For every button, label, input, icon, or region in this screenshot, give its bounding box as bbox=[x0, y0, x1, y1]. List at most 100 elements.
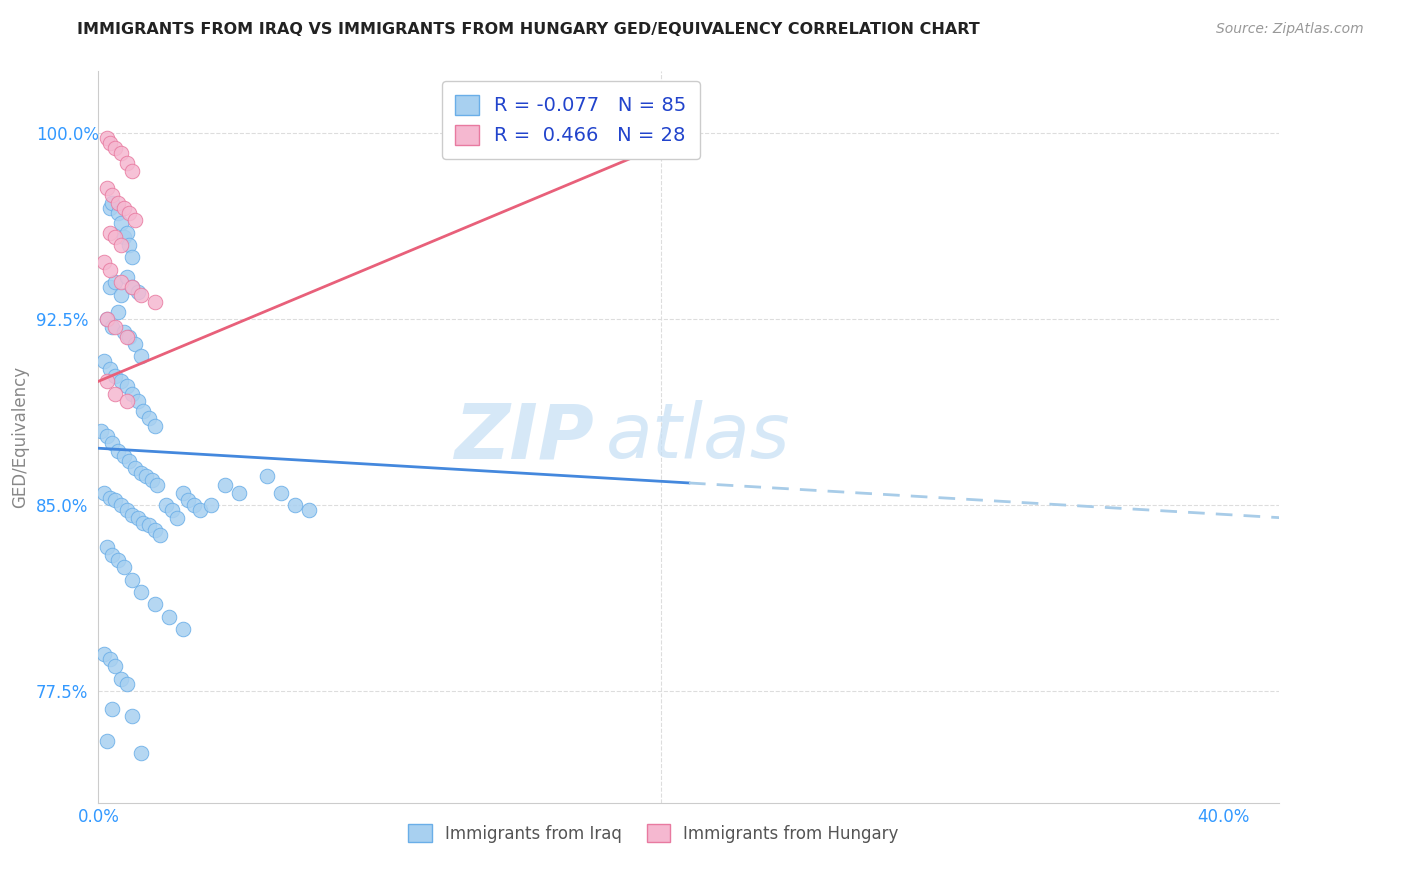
Point bbox=[98, 201, 121, 215]
Point bbox=[118, 205, 141, 219]
Point bbox=[101, 701, 124, 715]
Point bbox=[138, 518, 160, 533]
Point bbox=[270, 486, 292, 500]
Point bbox=[104, 659, 127, 673]
Point bbox=[104, 275, 127, 289]
Point bbox=[107, 553, 129, 567]
Y-axis label: GED/Equivalency: GED/Equivalency bbox=[11, 366, 30, 508]
Point bbox=[115, 503, 138, 517]
Point bbox=[112, 230, 135, 244]
Point bbox=[132, 516, 155, 530]
Point bbox=[129, 350, 152, 364]
Point bbox=[98, 262, 121, 277]
Point bbox=[110, 287, 132, 301]
Point bbox=[98, 226, 121, 240]
Point bbox=[121, 573, 143, 587]
Point bbox=[155, 498, 177, 512]
Point bbox=[177, 493, 200, 508]
Point bbox=[121, 709, 143, 723]
Legend: Immigrants from Iraq, Immigrants from Hungary: Immigrants from Iraq, Immigrants from Hu… bbox=[402, 818, 905, 849]
Point bbox=[118, 329, 141, 343]
Text: atlas: atlas bbox=[606, 401, 790, 474]
Point bbox=[115, 677, 138, 691]
Point bbox=[121, 250, 143, 264]
Point bbox=[141, 474, 163, 488]
Point bbox=[160, 503, 183, 517]
Point bbox=[149, 528, 172, 542]
Point bbox=[110, 498, 132, 512]
Point bbox=[110, 238, 132, 252]
Point bbox=[96, 131, 118, 145]
Point bbox=[146, 478, 169, 492]
Point bbox=[93, 255, 115, 269]
Point bbox=[124, 337, 146, 351]
Point bbox=[124, 461, 146, 475]
Point bbox=[127, 394, 149, 409]
Point bbox=[135, 468, 157, 483]
Point bbox=[129, 746, 152, 760]
Point bbox=[298, 503, 321, 517]
Point bbox=[124, 213, 146, 227]
Point bbox=[104, 386, 127, 401]
Point bbox=[96, 181, 118, 195]
Point bbox=[110, 216, 132, 230]
Point bbox=[104, 493, 127, 508]
Point bbox=[110, 146, 132, 161]
Point bbox=[115, 329, 138, 343]
Point bbox=[112, 449, 135, 463]
Point bbox=[107, 305, 129, 319]
Text: Source: ZipAtlas.com: Source: ZipAtlas.com bbox=[1216, 22, 1364, 37]
Point bbox=[157, 610, 180, 624]
Point bbox=[101, 188, 124, 202]
Point bbox=[112, 325, 135, 339]
Text: IMMIGRANTS FROM IRAQ VS IMMIGRANTS FROM HUNGARY GED/EQUIVALENCY CORRELATION CHAR: IMMIGRANTS FROM IRAQ VS IMMIGRANTS FROM … bbox=[77, 22, 980, 37]
Point bbox=[129, 287, 152, 301]
Point bbox=[98, 280, 121, 294]
Point bbox=[112, 560, 135, 574]
Point bbox=[96, 312, 118, 326]
Point bbox=[96, 374, 118, 388]
Point bbox=[104, 141, 127, 155]
Point bbox=[107, 205, 129, 219]
Point bbox=[96, 429, 118, 443]
Point bbox=[121, 508, 143, 523]
Point bbox=[284, 498, 307, 512]
Point bbox=[104, 319, 127, 334]
Point bbox=[112, 201, 135, 215]
Point bbox=[138, 411, 160, 425]
Point bbox=[101, 548, 124, 562]
Point bbox=[256, 468, 278, 483]
Point bbox=[129, 585, 152, 599]
Text: ZIP: ZIP bbox=[454, 401, 595, 474]
Point bbox=[115, 270, 138, 285]
Point bbox=[166, 510, 188, 524]
Point bbox=[101, 436, 124, 450]
Point bbox=[110, 672, 132, 686]
Point bbox=[127, 285, 149, 299]
Point bbox=[101, 195, 124, 210]
Point bbox=[104, 369, 127, 384]
Point bbox=[143, 295, 166, 310]
Point bbox=[107, 443, 129, 458]
Point bbox=[98, 652, 121, 666]
Point bbox=[214, 478, 236, 492]
Point bbox=[121, 163, 143, 178]
Point bbox=[228, 486, 250, 500]
Point bbox=[172, 486, 194, 500]
Point bbox=[110, 374, 132, 388]
Point bbox=[96, 541, 118, 555]
Point bbox=[90, 424, 112, 438]
Point bbox=[183, 498, 205, 512]
Point bbox=[143, 418, 166, 433]
Point bbox=[115, 156, 138, 170]
Point bbox=[132, 404, 155, 418]
Point bbox=[96, 734, 118, 748]
Point bbox=[143, 523, 166, 537]
Point bbox=[93, 486, 115, 500]
Point bbox=[93, 354, 115, 368]
Point bbox=[121, 280, 143, 294]
Point bbox=[621, 131, 644, 145]
Point bbox=[96, 312, 118, 326]
Point bbox=[115, 226, 138, 240]
Point bbox=[98, 136, 121, 151]
